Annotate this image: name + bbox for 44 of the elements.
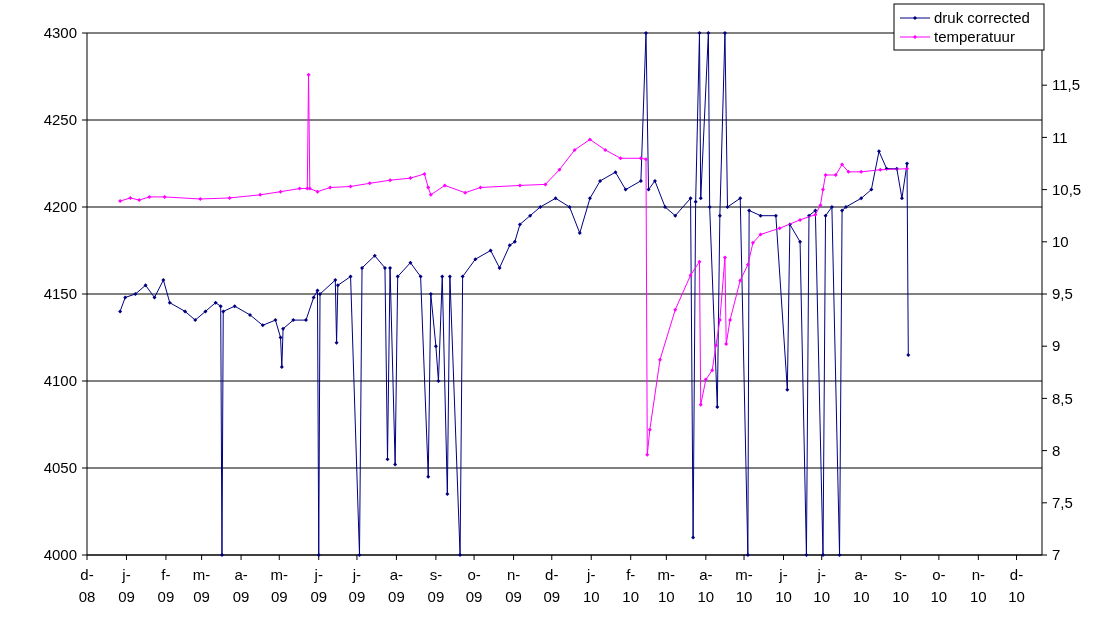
y-tick-label: 4050 bbox=[43, 459, 77, 477]
x-tick-label: m- 09 bbox=[270, 566, 289, 605]
y2-tick-label: 11,5 bbox=[1052, 76, 1081, 94]
x-tick-label: j- 09 bbox=[310, 566, 328, 605]
x-tick-label: a- 10 bbox=[697, 566, 715, 605]
y-tick-label: 4250 bbox=[43, 111, 77, 129]
x-tick-label: a- 10 bbox=[852, 566, 870, 605]
x-tick-label: a- 09 bbox=[388, 566, 405, 605]
x-tick-label: a- 09 bbox=[232, 566, 250, 605]
y2-tick-label: 9 bbox=[1052, 337, 1061, 355]
y2-tick-label: 8,5 bbox=[1052, 389, 1073, 407]
x-tick-label: j- 10 bbox=[582, 566, 600, 605]
y-tick-label: 4300 bbox=[43, 24, 77, 42]
x-tick-label: f- 10 bbox=[622, 566, 640, 605]
x-tick-label: n- 09 bbox=[505, 566, 522, 605]
x-tick-label: s- 10 bbox=[892, 566, 909, 605]
x-tick-label: m- 09 bbox=[192, 566, 211, 605]
x-tick-label: o- 10 bbox=[930, 566, 948, 605]
x-tick-label: d- 09 bbox=[543, 566, 561, 605]
y2-tick-label: 7,5 bbox=[1052, 494, 1073, 512]
y2-tick-label: 11 bbox=[1052, 128, 1068, 146]
y2-tick-label: 7 bbox=[1052, 546, 1061, 564]
x-tick-label: n- 10 bbox=[969, 566, 987, 605]
x-tick-label: m- 10 bbox=[657, 566, 676, 605]
x-tick-label: j- 09 bbox=[118, 566, 135, 605]
x-tick-label: o- 09 bbox=[465, 566, 483, 605]
x-tick-label: j- 10 bbox=[813, 566, 831, 605]
y-tick-label: 4150 bbox=[43, 285, 77, 303]
y2-tick-label: 10 bbox=[1052, 233, 1069, 251]
y2-tick-label: 10,5 bbox=[1052, 180, 1082, 198]
x-tick-label: s- 09 bbox=[427, 566, 445, 605]
x-tick-label: f- 09 bbox=[157, 566, 175, 605]
x-tick-label: j- 10 bbox=[775, 566, 792, 605]
x-tick-label: m- 10 bbox=[735, 566, 753, 605]
y-tick-label: 4100 bbox=[43, 372, 77, 390]
y2-tick-label: 9,5 bbox=[1052, 285, 1073, 303]
x-tick-label: j- 09 bbox=[348, 566, 366, 605]
y-tick-label: 4200 bbox=[43, 198, 77, 216]
legend-label: temperatuur bbox=[934, 28, 1015, 46]
x-tick-label: d- 08 bbox=[78, 566, 96, 605]
y2-tick-label: 8 bbox=[1052, 441, 1061, 459]
legend-label: druk corrected bbox=[934, 9, 1030, 27]
x-tick-label: d- 10 bbox=[1008, 566, 1025, 605]
y-tick-label: 4000 bbox=[43, 546, 77, 564]
